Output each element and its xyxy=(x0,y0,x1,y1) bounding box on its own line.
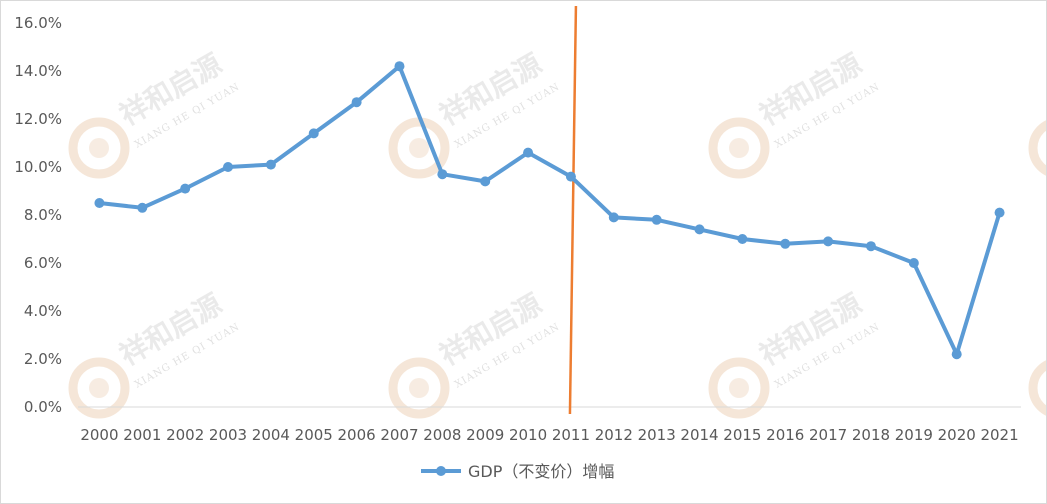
x-tick-label: 2003 xyxy=(209,426,247,444)
data-point[interactable] xyxy=(223,162,234,172)
x-tick-label: 2013 xyxy=(638,426,676,444)
data-point[interactable] xyxy=(180,183,191,194)
x-tick-label: 2002 xyxy=(166,426,204,444)
x-tick-label: 2001 xyxy=(123,426,161,444)
data-point[interactable] xyxy=(908,258,919,268)
data-point[interactable] xyxy=(608,212,619,223)
watermark-seal-icon xyxy=(708,117,770,179)
x-tick-label: 2015 xyxy=(723,426,761,444)
axes: 0.0% 2.0% 4.0% 6.0% 8.0% 10.0% 12.0% 14.0% 16.0%… xyxy=(14,14,1021,444)
data-point[interactable] xyxy=(823,236,834,247)
x-tick-label: 2012 xyxy=(595,426,633,444)
data-point[interactable] xyxy=(308,128,319,139)
watermark-seal-icon xyxy=(1028,360,1046,416)
data-point[interactable] xyxy=(694,224,705,235)
data-point[interactable] xyxy=(480,176,491,187)
y-tick-label: 6.0% xyxy=(24,254,62,272)
y-tick-label: 8.0% xyxy=(24,206,62,224)
data-point[interactable] xyxy=(951,349,962,360)
y-tick-label: 12.0% xyxy=(14,110,62,128)
series-line xyxy=(97,64,1002,357)
legend-marker-swatch xyxy=(436,466,446,476)
y-tick-label: 0.0% xyxy=(24,398,62,416)
data-point[interactable] xyxy=(351,97,362,108)
data-point[interactable] xyxy=(737,234,748,244)
watermark-seal-icon xyxy=(1028,120,1046,176)
x-tick-label: 2008 xyxy=(423,426,461,444)
data-point[interactable] xyxy=(94,198,105,208)
watermark-seal-core xyxy=(409,138,429,158)
watermark-seal-icon xyxy=(388,357,450,419)
data-point[interactable] xyxy=(265,159,276,170)
x-tick-label: 2016 xyxy=(766,426,804,444)
x-tick-label: 2009 xyxy=(466,426,504,444)
data-point[interactable] xyxy=(137,202,148,213)
x-tick-label: 2004 xyxy=(252,426,290,444)
x-tick-label: 2019 xyxy=(895,426,933,444)
watermark-seal-core xyxy=(89,138,109,158)
data-point[interactable] xyxy=(780,238,791,249)
x-tick-label: 2021 xyxy=(980,426,1018,444)
watermark-seal-core xyxy=(729,138,749,158)
watermark-seal-icon xyxy=(708,357,770,419)
y-tick-label: 4.0% xyxy=(24,302,62,320)
y-tick-label: 10.0% xyxy=(14,158,62,176)
data-point[interactable] xyxy=(651,214,662,225)
watermark-seal-icon xyxy=(68,357,130,419)
watermark-seal-icon xyxy=(68,117,130,179)
x-tick-label: 2018 xyxy=(852,426,890,444)
watermark-seal-core xyxy=(729,378,749,398)
legend[interactable]: GDP（不变价）增幅 xyxy=(421,462,614,481)
data-point[interactable] xyxy=(865,241,876,252)
legend-label: GDP（不变价）增幅 xyxy=(468,462,614,481)
x-tick-label: 2010 xyxy=(509,426,547,444)
data-point[interactable] xyxy=(523,147,534,158)
watermark-seal-icon xyxy=(388,117,450,179)
data-point[interactable] xyxy=(994,207,1005,218)
x-tick-label: 2011 xyxy=(552,426,590,444)
data-point[interactable] xyxy=(437,169,448,180)
x-tick-label: 2017 xyxy=(809,426,847,444)
data-point[interactable] xyxy=(394,61,405,72)
x-tick-label: 2000 xyxy=(80,426,118,444)
x-tick-label: 2014 xyxy=(680,426,718,444)
x-tick-label: 2007 xyxy=(380,426,418,444)
x-tick-label: 2005 xyxy=(295,426,333,444)
x-tick-label: 2006 xyxy=(338,426,376,444)
series-layer xyxy=(94,61,1005,360)
watermark-seal-core xyxy=(89,378,109,398)
y-tick-label: 14.0% xyxy=(14,62,62,80)
y-tick-label: 2.0% xyxy=(24,350,62,368)
data-point[interactable] xyxy=(565,171,576,182)
annotations xyxy=(568,5,578,415)
x-tick-label: 2020 xyxy=(938,426,976,444)
y-tick-label: 16.0% xyxy=(14,14,62,32)
vertical-marker-line xyxy=(568,5,578,415)
watermark-seal-core xyxy=(409,378,429,398)
